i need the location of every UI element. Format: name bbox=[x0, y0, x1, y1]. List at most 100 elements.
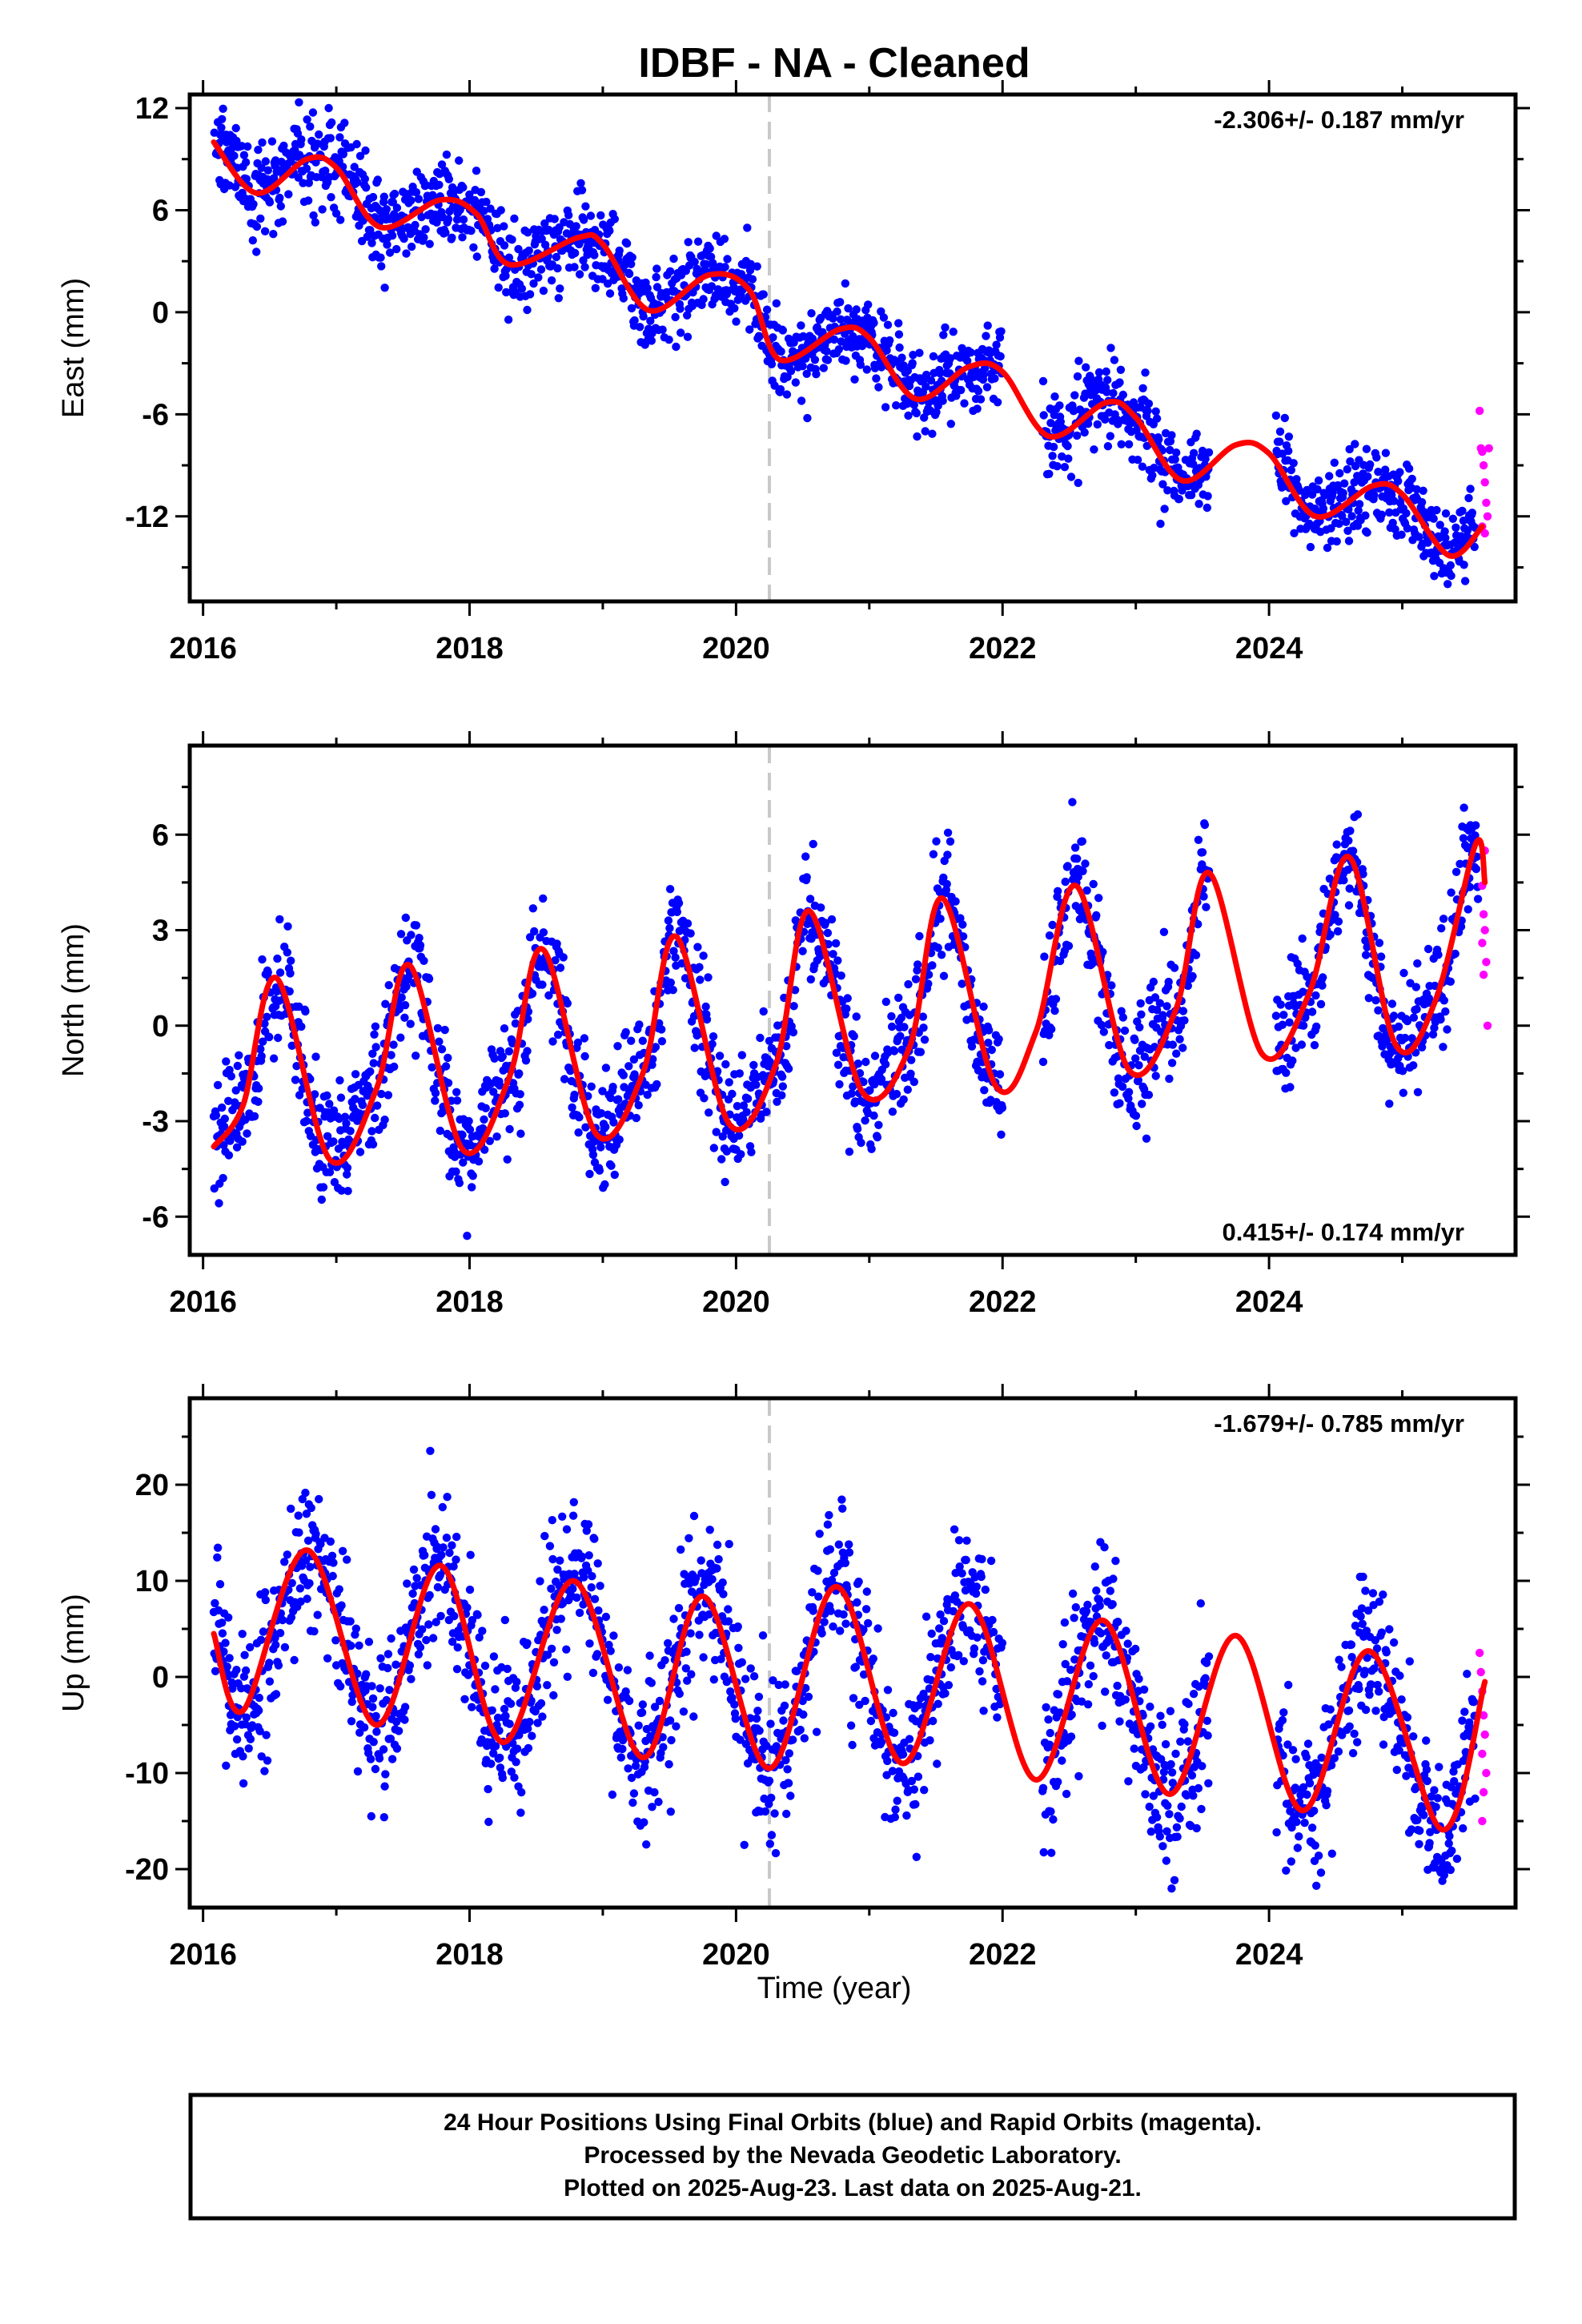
data-point bbox=[946, 1663, 956, 1672]
rapid-point bbox=[1482, 958, 1491, 967]
data-point bbox=[523, 1047, 532, 1055]
data-point bbox=[318, 205, 327, 214]
data-point bbox=[523, 1638, 532, 1647]
data-point bbox=[400, 234, 408, 243]
data-point bbox=[1089, 1671, 1098, 1681]
data-point bbox=[1064, 454, 1073, 463]
data-point bbox=[908, 359, 917, 368]
data-point bbox=[284, 190, 293, 199]
data-point bbox=[1114, 1618, 1122, 1626]
data-point bbox=[1044, 1715, 1053, 1724]
data-point bbox=[571, 248, 580, 258]
data-point bbox=[1050, 392, 1059, 401]
data-point bbox=[1083, 420, 1093, 428]
data-point bbox=[894, 330, 904, 339]
data-point bbox=[693, 237, 703, 246]
data-point bbox=[596, 1143, 605, 1152]
data-point bbox=[576, 179, 585, 187]
data-point bbox=[1446, 561, 1456, 570]
data-point bbox=[372, 1101, 382, 1110]
data-point bbox=[806, 975, 815, 984]
data-point bbox=[1417, 498, 1427, 507]
data-point bbox=[580, 215, 588, 224]
data-point bbox=[1203, 492, 1212, 501]
data-point bbox=[321, 167, 330, 175]
data-point bbox=[949, 328, 958, 336]
data-point bbox=[652, 1080, 661, 1089]
data-point bbox=[976, 395, 986, 404]
data-point bbox=[911, 1799, 920, 1809]
data-point bbox=[905, 1735, 914, 1743]
data-point bbox=[1411, 983, 1421, 991]
data-point bbox=[980, 1086, 989, 1095]
data-point bbox=[1280, 413, 1290, 423]
data-point bbox=[366, 1067, 375, 1076]
data-point bbox=[793, 1667, 801, 1675]
data-point bbox=[877, 363, 886, 372]
data-point bbox=[712, 231, 721, 240]
data-point bbox=[672, 1722, 681, 1731]
data-point bbox=[650, 1787, 659, 1797]
data-point bbox=[1094, 368, 1104, 377]
data-point bbox=[823, 1520, 833, 1529]
data-point bbox=[259, 1627, 268, 1636]
data-point bbox=[730, 304, 739, 313]
data-point bbox=[503, 1664, 512, 1674]
data-point bbox=[909, 1077, 919, 1087]
data-point bbox=[442, 1534, 452, 1542]
data-point bbox=[912, 1852, 921, 1861]
data-point bbox=[900, 1023, 909, 1031]
data-point bbox=[525, 290, 535, 299]
data-point bbox=[1203, 503, 1212, 513]
data-point bbox=[958, 979, 966, 988]
data-point bbox=[741, 1675, 750, 1683]
data-point bbox=[825, 1510, 833, 1520]
data-point bbox=[631, 1761, 640, 1771]
data-point bbox=[601, 1063, 611, 1072]
data-point bbox=[1160, 505, 1169, 513]
data-point bbox=[621, 1687, 630, 1696]
data-point bbox=[713, 1564, 721, 1573]
data-point bbox=[849, 1082, 857, 1091]
data-point bbox=[517, 284, 527, 293]
data-point bbox=[311, 218, 319, 227]
data-point bbox=[957, 385, 966, 395]
data-point bbox=[468, 1615, 477, 1625]
data-point bbox=[436, 1126, 444, 1136]
data-point bbox=[885, 336, 894, 345]
data-point bbox=[455, 1179, 464, 1188]
data-point bbox=[1293, 959, 1303, 968]
data-point bbox=[376, 253, 385, 262]
data-point bbox=[1459, 834, 1468, 842]
data-point bbox=[995, 333, 1005, 342]
data-point bbox=[552, 252, 561, 262]
data-point bbox=[551, 956, 560, 965]
data-point bbox=[1124, 440, 1134, 448]
data-point bbox=[250, 1112, 259, 1121]
data-point bbox=[837, 971, 845, 980]
data-point bbox=[1074, 872, 1082, 882]
data-point bbox=[862, 1587, 872, 1596]
data-point bbox=[231, 123, 240, 133]
data-point bbox=[1394, 1022, 1403, 1031]
data-point bbox=[313, 1610, 322, 1619]
data-point bbox=[308, 108, 318, 117]
data-point bbox=[228, 1684, 237, 1693]
data-point bbox=[798, 362, 807, 371]
data-point bbox=[424, 975, 434, 983]
data-point bbox=[488, 1706, 496, 1715]
data-point bbox=[791, 916, 800, 925]
data-point bbox=[325, 1168, 335, 1176]
data-point bbox=[687, 1670, 696, 1679]
data-point bbox=[754, 1692, 764, 1701]
data-point bbox=[1070, 1614, 1078, 1622]
data-point bbox=[650, 1703, 660, 1711]
data-point bbox=[877, 1075, 886, 1084]
data-point bbox=[511, 1019, 520, 1028]
data-point bbox=[240, 1651, 249, 1659]
data-point bbox=[745, 266, 755, 275]
data-point bbox=[269, 230, 278, 239]
data-point bbox=[556, 1556, 564, 1565]
data-point bbox=[347, 1641, 355, 1651]
data-point bbox=[1299, 1021, 1308, 1030]
